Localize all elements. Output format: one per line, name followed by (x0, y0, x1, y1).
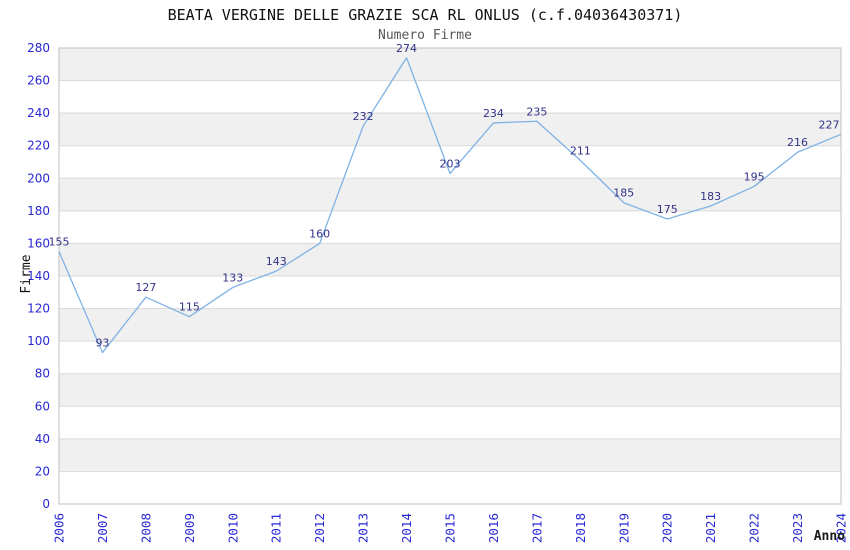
y-axis-title: Firme (19, 254, 34, 294)
y-tick-label: 180 (27, 204, 50, 218)
x-tick-label: 2020 (660, 513, 675, 543)
data-label: 160 (309, 227, 330, 240)
chart-title: BEATA VERGINE DELLE GRAZIE SCA RL ONLUS … (167, 6, 683, 24)
y-tick-label: 20 (35, 464, 50, 478)
x-axis-title: Anno (813, 529, 845, 544)
data-label: 216 (787, 136, 808, 149)
data-label: 183 (700, 190, 721, 203)
y-tick-label: 200 (27, 171, 50, 185)
chart-subtitle: Numero Firme (378, 28, 472, 43)
data-label: 227 (819, 118, 840, 131)
y-tick-label: 100 (27, 334, 50, 348)
series-line (58, 57, 842, 354)
data-label: 93 (95, 337, 109, 350)
plot-band (59, 178, 841, 211)
plot-band (59, 308, 841, 342)
x-tick-label: 2008 (138, 513, 153, 543)
data-label: 175 (657, 203, 678, 216)
data-label: 185 (613, 187, 634, 200)
x-tick-label: 2021 (703, 513, 718, 543)
data-label: 195 (744, 170, 765, 183)
y-tick-label: 40 (35, 432, 50, 446)
plot-band (59, 48, 841, 81)
y-tick-label: 140 (27, 269, 50, 283)
x-tick-label: 2007 (95, 513, 110, 543)
x-tick-label: 2023 (790, 513, 805, 543)
x-tick-label: 2011 (269, 513, 284, 543)
x-tick-label: 2015 (443, 513, 458, 543)
data-label: 235 (526, 105, 547, 118)
x-tick-label: 2009 (182, 513, 197, 543)
data-label: 115 (179, 301, 200, 314)
y-tick-label: 60 (35, 399, 50, 413)
y-tick-label: 220 (27, 139, 50, 153)
x-tick-label: 2016 (486, 513, 501, 543)
x-tick-label: 2012 (312, 513, 327, 543)
y-tick-label: 260 (27, 74, 50, 88)
data-label: 127 (135, 281, 156, 294)
data-label: 211 (570, 144, 591, 157)
x-tick-label: 2022 (747, 513, 762, 543)
y-tick-label: 0 (42, 497, 50, 511)
plot-band (59, 373, 841, 407)
y-tick-label: 280 (27, 41, 50, 55)
data-label: 203 (440, 157, 461, 170)
y-tick-label: 80 (35, 367, 50, 381)
x-tick-label: 2006 (52, 513, 67, 543)
y-tick-label: 240 (27, 106, 50, 120)
x-tick-label: 2013 (356, 513, 371, 543)
plot-band (59, 243, 841, 276)
data-label: 143 (266, 255, 287, 268)
y-tick-label: 120 (27, 302, 50, 316)
x-tick-label: 2024 (834, 513, 849, 543)
data-label: 234 (483, 107, 504, 120)
plot-border (58, 47, 842, 505)
data-label: 232 (353, 110, 374, 123)
data-label: 133 (222, 271, 243, 284)
plot-band (59, 113, 841, 146)
x-tick-label: 2014 (399, 513, 414, 543)
data-label: 155 (49, 236, 70, 249)
x-tick-label: 2017 (529, 513, 544, 543)
plot-band (59, 438, 841, 472)
y-tick-label: 160 (27, 236, 50, 250)
x-tick-label: 2019 (616, 513, 631, 543)
x-tick-label: 2018 (573, 513, 588, 543)
x-tick-label: 2010 (225, 513, 240, 543)
data-label: 274 (396, 42, 417, 55)
